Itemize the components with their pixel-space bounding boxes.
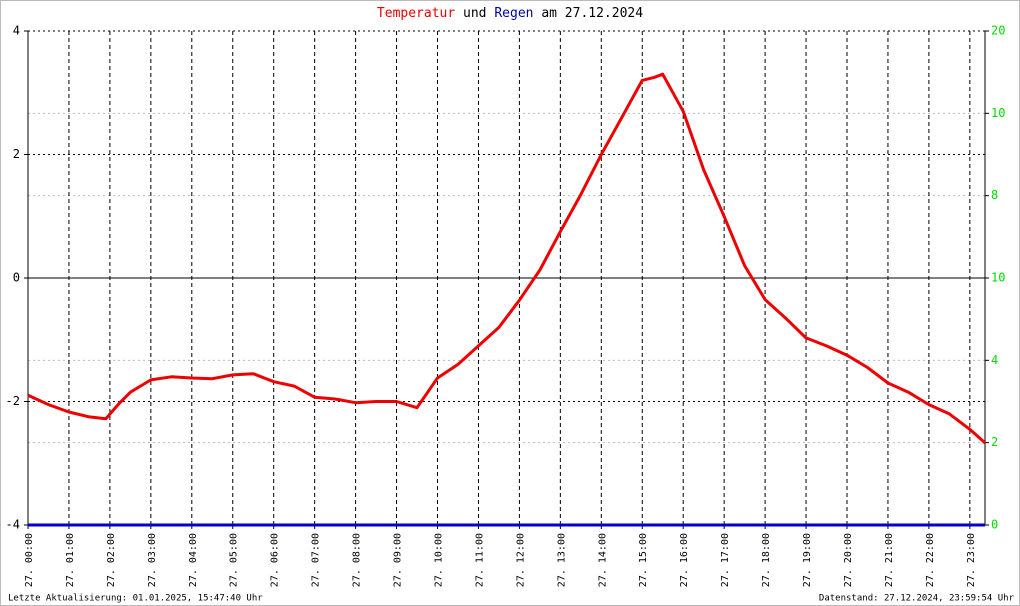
x-tick-label: 27. 08:00 — [352, 533, 363, 587]
footer-right: Datenstand: 27.12.2024, 23:59:54 Uhr — [819, 594, 1015, 604]
series-line — [27, 72, 987, 445]
x-tick-label: 27. 20:00 — [843, 533, 854, 587]
x-tick-label: 27. 15:00 — [638, 533, 649, 587]
x-tick-label: 27. 17:00 — [720, 533, 731, 587]
title-rain: Regen — [494, 6, 533, 21]
y2-tick-label: 8 — [991, 188, 998, 202]
y-tick-label: 4 — [13, 24, 20, 38]
y-tick-label: 2 — [13, 147, 20, 161]
x-tick-label: 27. 04:00 — [188, 533, 199, 587]
x-tick-label: 27. 12:00 — [515, 533, 526, 587]
footer-left: Letzte Aktualisierung: 01.01.2025, 15:47… — [8, 594, 263, 604]
x-tick-label: 27. 14:00 — [597, 533, 608, 587]
y-tick-label: -2 — [6, 394, 20, 408]
x-tick-label: 27. 19:00 — [802, 533, 813, 587]
title-date: am 27.12.2024 — [541, 6, 643, 21]
y-tick-label: -4 — [6, 518, 20, 532]
x-tick-label: 27. 03:00 — [147, 533, 158, 587]
x-tick-label: 27. 05:00 — [229, 533, 240, 587]
y2-tick-label: 0 — [991, 518, 998, 532]
chart-title: Temperatur und Regen am 27.12.2024 — [377, 6, 643, 21]
x-tick-label: 27. 11:00 — [474, 533, 485, 587]
x-tick-label: 27. 02:00 — [106, 533, 117, 587]
x-tick-label: 27. 13:00 — [556, 533, 567, 587]
x-tick-label: 27. 23:00 — [966, 533, 977, 587]
y2-tick-label: 10 — [991, 271, 1005, 285]
y2-tick-label: 20 — [991, 24, 1005, 38]
x-tick-label: 27. 10:00 — [433, 533, 444, 587]
x-tick-label: 27. 07:00 — [311, 533, 322, 587]
x-tick-label: 27. 09:00 — [393, 533, 404, 587]
x-tick-label: 27. 06:00 — [270, 533, 281, 587]
x-tick-label: 27. 22:00 — [925, 533, 936, 587]
title-temp: Temperatur — [377, 6, 455, 21]
x-tick-label: 27. 16:00 — [679, 533, 690, 587]
x-tick-label: 27. 01:00 — [65, 533, 76, 587]
x-tick-label: 27. 18:00 — [761, 533, 772, 587]
x-tick-label: 27. 00:00 — [24, 533, 35, 587]
y2-tick-label: 10 — [991, 106, 1005, 120]
y-tick-label: 0 — [13, 271, 20, 285]
title-joiner: und — [463, 6, 486, 21]
x-tick-label: 27. 21:00 — [884, 533, 895, 587]
y2-tick-label: 2 — [991, 435, 998, 449]
y2-tick-label: 4 — [991, 353, 998, 367]
